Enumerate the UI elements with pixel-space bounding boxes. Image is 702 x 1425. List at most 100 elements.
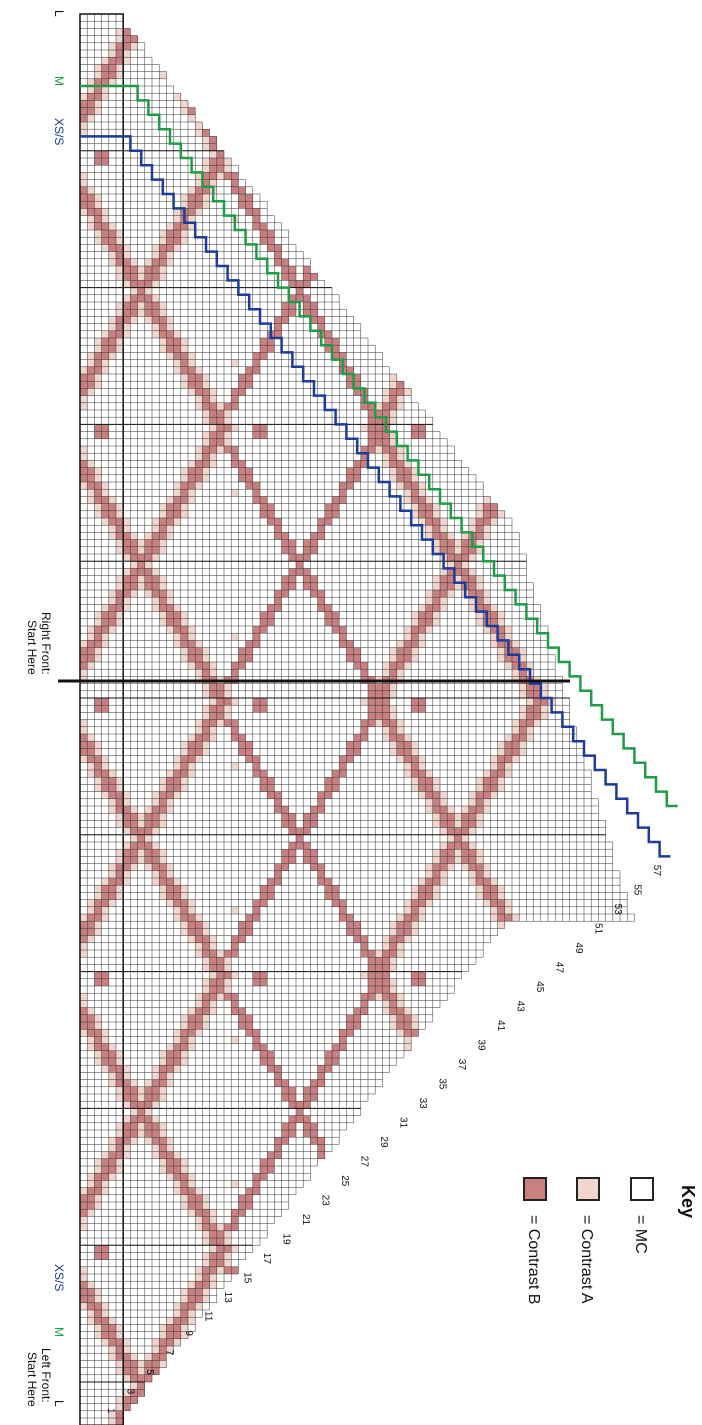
chart-cell bbox=[87, 1043, 95, 1051]
chart-cell bbox=[267, 878, 275, 886]
chart-cell bbox=[382, 942, 390, 950]
chart-cell bbox=[303, 827, 311, 835]
chart-cell bbox=[159, 532, 167, 540]
chart-cell bbox=[116, 251, 124, 259]
chart-cell bbox=[339, 626, 347, 634]
chart-cell bbox=[116, 1130, 124, 1138]
chart-cell bbox=[188, 201, 196, 209]
chart-cell bbox=[440, 575, 448, 583]
chart-cell bbox=[389, 748, 397, 756]
chart-cell bbox=[389, 719, 397, 727]
chart-cell bbox=[260, 978, 268, 986]
chart-cell bbox=[490, 791, 498, 799]
chart-cell bbox=[195, 1187, 203, 1195]
chart-cell bbox=[87, 86, 95, 94]
chart-cell bbox=[425, 597, 433, 605]
chart-cell bbox=[152, 309, 160, 317]
chart-cell bbox=[87, 640, 95, 648]
chart-cell bbox=[195, 201, 203, 209]
chart-cell bbox=[108, 870, 116, 878]
chart-cell bbox=[159, 820, 167, 828]
chart-cell bbox=[87, 381, 95, 389]
chart-cell bbox=[288, 1115, 296, 1123]
chart-cell bbox=[209, 417, 217, 425]
chart-cell bbox=[346, 1022, 354, 1030]
chart-cell bbox=[159, 266, 167, 274]
chart-cell bbox=[375, 986, 383, 994]
chart-cell bbox=[188, 186, 196, 194]
chart-cell bbox=[418, 489, 426, 497]
chart-cell bbox=[130, 42, 138, 50]
chart-cell bbox=[368, 971, 376, 979]
chart-cell bbox=[418, 626, 426, 634]
chart-cell bbox=[108, 1079, 116, 1087]
chart-cell bbox=[188, 388, 196, 396]
chart-cell bbox=[108, 330, 116, 338]
chart-cell bbox=[468, 849, 476, 857]
chart-cell bbox=[159, 813, 167, 821]
chart-cell bbox=[101, 503, 109, 511]
chart-cell bbox=[101, 64, 109, 72]
chart-cell bbox=[504, 770, 512, 778]
chart-cell bbox=[490, 604, 498, 612]
chart-cell bbox=[202, 1288, 210, 1296]
chart-cell bbox=[238, 734, 246, 742]
chart-cell bbox=[166, 1144, 174, 1152]
chart-cell bbox=[224, 993, 232, 1001]
chart-cell bbox=[404, 734, 412, 742]
chart-cell bbox=[94, 208, 102, 216]
chart-cell bbox=[324, 1065, 332, 1073]
chart-cell bbox=[497, 748, 505, 756]
chart-cell bbox=[396, 662, 404, 670]
chart-cell bbox=[130, 302, 138, 310]
chart-cell bbox=[288, 1101, 296, 1109]
chart-cell bbox=[108, 525, 116, 533]
chart-cell bbox=[238, 201, 246, 209]
chart-cell bbox=[231, 1000, 239, 1008]
chart-cell bbox=[202, 669, 210, 677]
chart-cell bbox=[159, 1144, 167, 1152]
chart-cell bbox=[389, 712, 397, 720]
chart-cell bbox=[166, 618, 174, 626]
chart-cell bbox=[324, 611, 332, 619]
chart-cell bbox=[404, 1007, 412, 1015]
chart-cell bbox=[260, 971, 268, 979]
chart-cell bbox=[116, 539, 124, 547]
chart-cell bbox=[94, 921, 102, 929]
chart-cell bbox=[173, 755, 181, 763]
chart-cell bbox=[332, 345, 340, 353]
chart-cell bbox=[490, 640, 498, 648]
chart-cell bbox=[224, 172, 232, 180]
chart-cell bbox=[238, 460, 246, 468]
chart-cell bbox=[526, 719, 534, 727]
chart-cell bbox=[108, 1065, 116, 1073]
chart-cell bbox=[346, 921, 354, 929]
row-number-label: 43 bbox=[515, 1001, 526, 1013]
chart-cell bbox=[360, 662, 368, 670]
chart-cell bbox=[130, 1079, 138, 1087]
chart-cell bbox=[180, 741, 188, 749]
chart-cell bbox=[188, 1209, 196, 1217]
chart-cell bbox=[101, 237, 109, 245]
chart-cell bbox=[130, 582, 138, 590]
chart-cell bbox=[116, 1050, 124, 1058]
chart-cell bbox=[108, 1338, 116, 1346]
chart-cell bbox=[382, 395, 390, 403]
chart-cell bbox=[116, 820, 124, 828]
chart-cell bbox=[324, 338, 332, 346]
chart-cell bbox=[454, 582, 462, 590]
chart-cell bbox=[310, 863, 318, 871]
chart-cell bbox=[166, 1072, 174, 1080]
chart-cell bbox=[245, 741, 253, 749]
chart-cell bbox=[80, 395, 88, 403]
chart-cell bbox=[324, 503, 332, 511]
chart-cell bbox=[166, 870, 174, 878]
chart-cell bbox=[130, 532, 138, 540]
chart-cell bbox=[245, 1014, 253, 1022]
chart-cell bbox=[173, 518, 181, 526]
chart-cell bbox=[303, 294, 311, 302]
key-swatch-contrast-b bbox=[523, 1177, 547, 1201]
chart-cell bbox=[108, 777, 116, 785]
chart-cell bbox=[476, 856, 484, 864]
chart-cell bbox=[130, 1086, 138, 1094]
